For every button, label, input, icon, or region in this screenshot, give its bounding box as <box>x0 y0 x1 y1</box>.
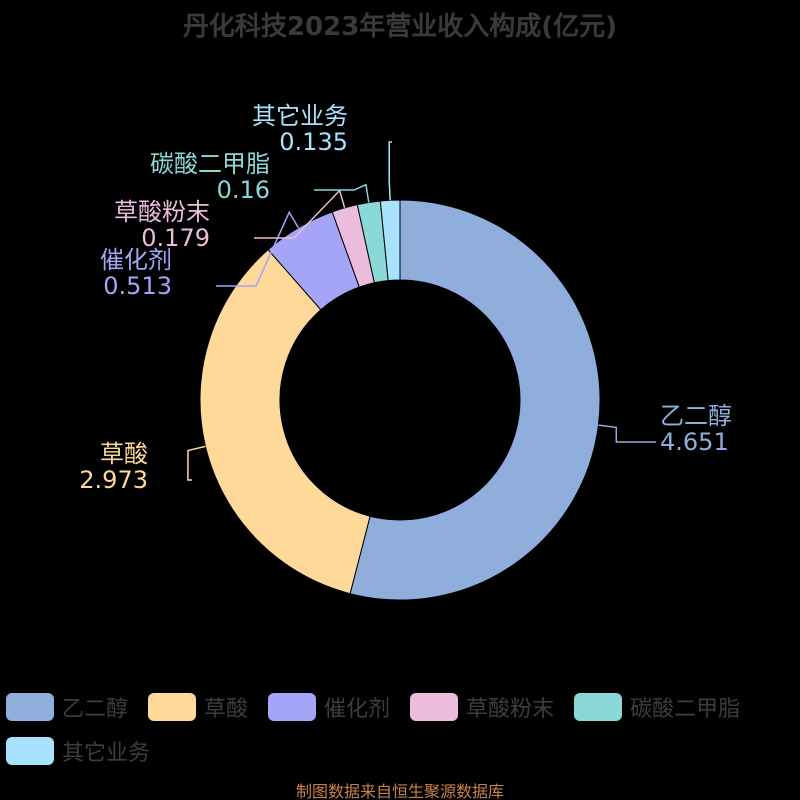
leader-line-4 <box>314 183 370 203</box>
slice-label-name: 其它业务 <box>252 102 348 130</box>
slice-label-value: 0.513 <box>103 272 172 300</box>
legend-label: 乙二醇 <box>62 697 129 722</box>
donut-slice-5[interactable] <box>379 199 401 282</box>
slice-label-name: 草酸 <box>100 440 148 468</box>
leader-line-2 <box>216 210 300 287</box>
legend-item[interactable]: 草酸粉末 <box>410 691 554 723</box>
legend-swatch <box>410 693 459 721</box>
legend-swatch <box>148 693 197 721</box>
slice-label-name: 碳酸二甲脂 <box>150 150 270 178</box>
chart-title: 丹化科技2023年营业收入构成(亿元) <box>182 12 618 42</box>
legend-row-2: 其它业务 <box>6 732 796 770</box>
legend-swatch <box>6 693 54 721</box>
legend-swatch <box>268 693 317 721</box>
slice-label-value: 0.179 <box>141 224 210 252</box>
slice-label-name: 乙二醇 <box>660 402 732 430</box>
legend-label: 草酸 <box>204 697 249 722</box>
legend-swatch <box>574 693 623 721</box>
slice-label-value: 2.973 <box>79 466 148 494</box>
slice-label-name: 催化剂 <box>100 246 172 274</box>
legend-item[interactable]: 碳酸二甲脂 <box>574 691 740 723</box>
leader-line-3 <box>254 189 346 239</box>
legend-item[interactable]: 乙二醇 <box>6 691 128 723</box>
leader-line-1 <box>187 445 206 481</box>
slice-label-value: 0.16 <box>217 176 270 204</box>
leader-line-5 <box>388 141 392 201</box>
legend-label: 草酸粉末 <box>466 697 555 722</box>
legend-item[interactable]: 催化剂 <box>268 691 390 723</box>
source-note: 制图数据来自恒生聚源数据库 <box>295 782 504 800</box>
slice-label-value: 4.651 <box>660 428 729 456</box>
donut-slice-1[interactable] <box>199 248 371 595</box>
legend-item[interactable]: 草酸 <box>148 691 248 723</box>
legend-item[interactable]: 其它业务 <box>6 735 150 767</box>
legend-row-1: 乙二醇 草酸 催化剂 草酸粉末 碳酸二甲脂 <box>6 688 796 726</box>
slice-label-value: 0.135 <box>279 128 348 156</box>
legend-label: 催化剂 <box>324 697 391 722</box>
legend-label: 其它业务 <box>62 741 151 766</box>
legend-label: 碳酸二甲脂 <box>630 697 741 722</box>
legend: 乙二醇 草酸 催化剂 草酸粉末 碳酸二甲脂 其它业务 <box>6 688 796 776</box>
slice-label-name: 草酸粉末 <box>114 198 210 226</box>
donut-slice-0[interactable] <box>349 199 601 601</box>
leader-line-0 <box>598 424 656 443</box>
legend-swatch <box>6 737 54 765</box>
